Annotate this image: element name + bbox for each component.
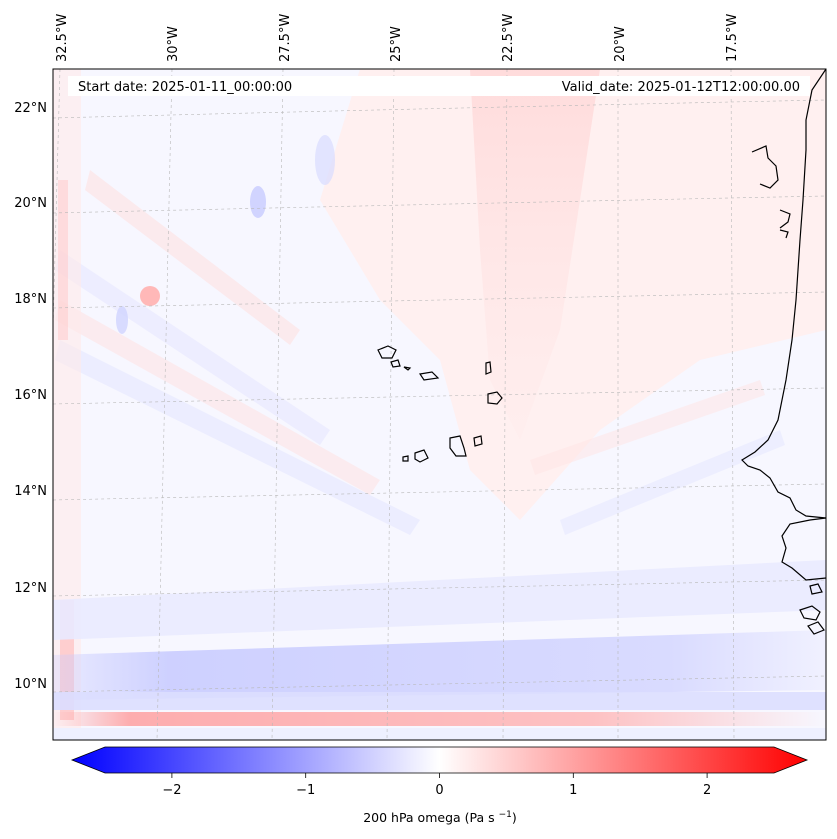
map-area [53,69,826,740]
positive-omega-plume [470,69,600,440]
coastlines [377,69,826,635]
lon-label: 32.5°W [55,14,70,62]
island [807,621,825,635]
island-boa-vista [487,391,503,405]
island-santiago [449,435,467,457]
southern-edge [53,728,826,740]
blue-blob [250,186,266,218]
island-fogo [414,449,429,463]
red-band [53,712,826,726]
lon-label: 30°W [166,26,181,62]
island [799,605,821,621]
lon-label: 22.5°W [501,14,516,62]
blue-band [53,630,826,700]
positive-omega-region [320,69,826,520]
lat-label: 18°N [14,292,47,307]
start-date-label: Start date: 2025-01-11_00:00:00 [78,80,292,95]
island [809,583,823,595]
coast-inlet [779,229,789,239]
longitude-labels: 32.5°W 30°W 27.5°W 25°W 22.5°W 20°W 17.5… [55,14,740,62]
lat-label: 20°N [14,196,47,211]
red-blob [140,286,160,306]
blue-blob [315,135,335,185]
date-annotation-box [68,76,810,96]
lat-label: 14°N [14,484,47,499]
lat-label: 10°N [14,677,47,692]
blue-band-outer [53,560,826,640]
colorbar-bar [70,746,809,774]
left-edge-streak [58,180,68,340]
africa-coastline [741,69,826,519]
valid-date-label: Valid_date: 2025-01-12T12:00:00.00 [562,80,800,95]
lon-label: 20°W [613,26,628,62]
lon-label: 27.5°W [278,14,293,62]
island-santa-luzia [403,366,412,371]
colorbar-tick-label: 0 [435,783,443,798]
lat-label: 22°N [14,101,47,116]
senegal-coast [781,517,826,581]
island-brava [402,455,409,462]
colorbar-tick-label: 2 [703,783,711,798]
colorbar: −2 −1 0 1 2 200 hPa omega (Pa s −1) [70,746,809,825]
graticule [53,69,826,740]
lon-label: 17.5°W [725,14,740,62]
island-santo-antao [377,345,397,359]
colorbar-tick-label: −2 [162,783,181,798]
blue-band-inner [53,692,826,710]
island-maio [473,435,483,447]
colorbar-label: 200 hPa omega (Pa s −1) [363,810,517,825]
latitude-labels: 22°N 20°N 18°N 16°N 14°N 12°N 10°N [14,101,47,692]
lat-label: 12°N [14,581,47,596]
colorbar-tick-label: 1 [569,783,577,798]
island-sao-nicolau [418,371,440,381]
blue-blob [116,306,128,334]
lon-label: 25°W [389,26,404,62]
island-sal [485,361,492,375]
lat-label: 16°N [14,388,47,403]
wave-streaks [55,170,785,535]
map-frame [52,68,827,741]
coast-inlet [751,145,779,189]
colorbar-tick-label: −1 [296,783,315,798]
coast-inlet [779,209,791,229]
island-sao-vicente [390,359,401,368]
colorbar-ticks: −2 −1 0 1 2 [162,773,711,798]
